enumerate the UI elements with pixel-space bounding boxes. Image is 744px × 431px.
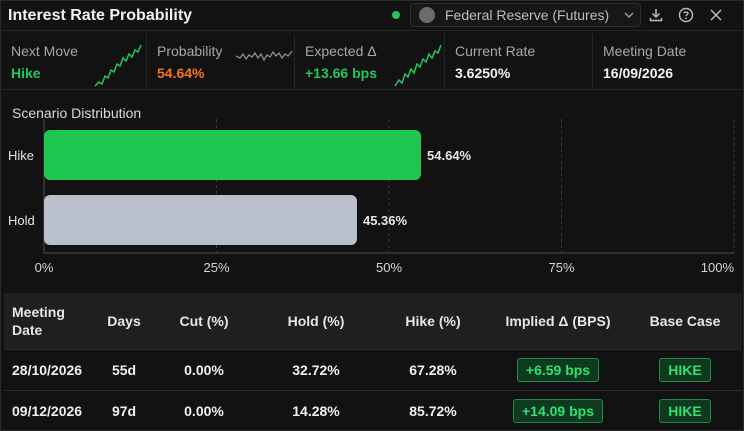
cell-implied-delta: +6.59 bps [488,349,628,390]
stat-next-move: Next Move Hike [1,34,147,90]
implied-delta-pill: +14.09 bps [513,398,603,423]
close-icon [710,9,722,21]
download-button[interactable] [645,4,667,26]
stat-label: Next Move [11,43,78,59]
cell-meeting-date: 28/10/2026 [12,361,83,378]
sparkline-chart [94,44,142,87]
sparkline-chart [394,44,442,87]
help-button[interactable] [675,4,697,26]
cell-days: 97d [111,402,137,419]
stat-probability: Probability 54.64% [147,34,295,90]
source-select[interactable]: Federal Reserve (Futures) [410,3,641,27]
cell-base-case: HIKE [628,390,742,431]
base-case-badge: HIKE [659,357,711,382]
stat-value: +13.66 bps [305,65,377,81]
category-label: Hike [8,148,34,163]
stat-label: Expected Δ [305,43,377,59]
cell-hold: 14.28% [292,402,340,419]
stat-value: Hike [11,65,41,81]
column-header[interactable]: Hike (%) [405,312,461,329]
help-icon [678,7,694,23]
stat-label: Current Rate [455,43,536,59]
cell-hold: 32.72% [292,361,340,378]
stat-label: Meeting Date [603,43,687,59]
column-header[interactable]: Days [107,312,141,329]
base-case-badge: HIKE [659,398,711,423]
live-status-dot [392,11,400,19]
cell-hike: 67.28% [409,361,457,378]
bar-value-label: 54.64% [427,148,472,163]
stat-value: 54.64% [157,65,205,81]
bar-hike [44,130,422,180]
fed-seal-icon [419,7,435,23]
x-tick-label: 0% [35,260,54,275]
download-icon [649,9,663,22]
x-tick-label: 75% [548,260,574,275]
cell-implied-delta: +14.09 bps [488,390,628,431]
stat-meeting-date: Meeting Date 16/09/2026 [593,34,743,90]
stat-value: 3.6250% [455,65,511,81]
stat-value: 16/09/2026 [603,65,674,81]
implied-delta-pill: +6.59 bps [516,357,600,382]
x-tick-label: 25% [203,260,229,275]
sparkline-chart [235,50,293,62]
column-header[interactable]: Meeting Date [12,303,65,338]
source-select-label: Federal Reserve (Futures) [445,7,610,23]
stat-current-rate: Current Rate 3.6250% [445,34,593,90]
chevron-down-icon [618,9,640,21]
table-row[interactable]: 28/10/2026 55d 0.00% 32.72% 67.28% +6.59… [4,349,742,390]
stat-label: Probability [157,43,223,59]
bar-value-label: 45.36% [363,213,408,228]
cell-base-case: HIKE [628,349,742,390]
x-tick-label: 50% [376,260,402,275]
cell-cut: 0.00% [184,402,224,419]
stat-expected-delta: Expected Δ +13.66 bps [295,34,445,90]
widget-title: Interest Rate Probability [8,6,193,24]
cell-cut: 0.00% [184,361,224,378]
cell-hike: 85.72% [409,402,457,419]
cell-days: 55d [111,361,137,378]
widget-header: Interest Rate Probability [1,1,743,31]
column-header[interactable]: Base Case [649,312,721,329]
table-row[interactable]: 09/12/2026 97d 0.00% 14.28% 85.72% +14.0… [4,390,742,431]
meetings-table: Meeting Date Days Cut (%) Hold (%) Hike … [4,293,742,430]
column-header[interactable]: Implied Δ (BPS) [505,312,611,329]
cell-meeting-date: 09/12/2026 [12,402,83,419]
bar-hold [44,195,357,245]
scenario-distribution-chart: 0% 25% 50% 75% 100% Hike 54.64% Hold 45.36% [8,119,735,275]
column-header[interactable]: Hold (%) [287,312,345,329]
chart-title: Scenario Distribution [12,105,142,121]
column-header[interactable]: Cut (%) [179,312,229,329]
table-header-row: Meeting Date Days Cut (%) Hold (%) Hike … [4,293,742,349]
category-label: Hold [8,213,35,228]
close-button[interactable] [705,4,727,26]
stats-bar: Next Move Hike Probability 54.64% Expect… [1,34,743,90]
x-tick-label: 100% [701,260,735,275]
